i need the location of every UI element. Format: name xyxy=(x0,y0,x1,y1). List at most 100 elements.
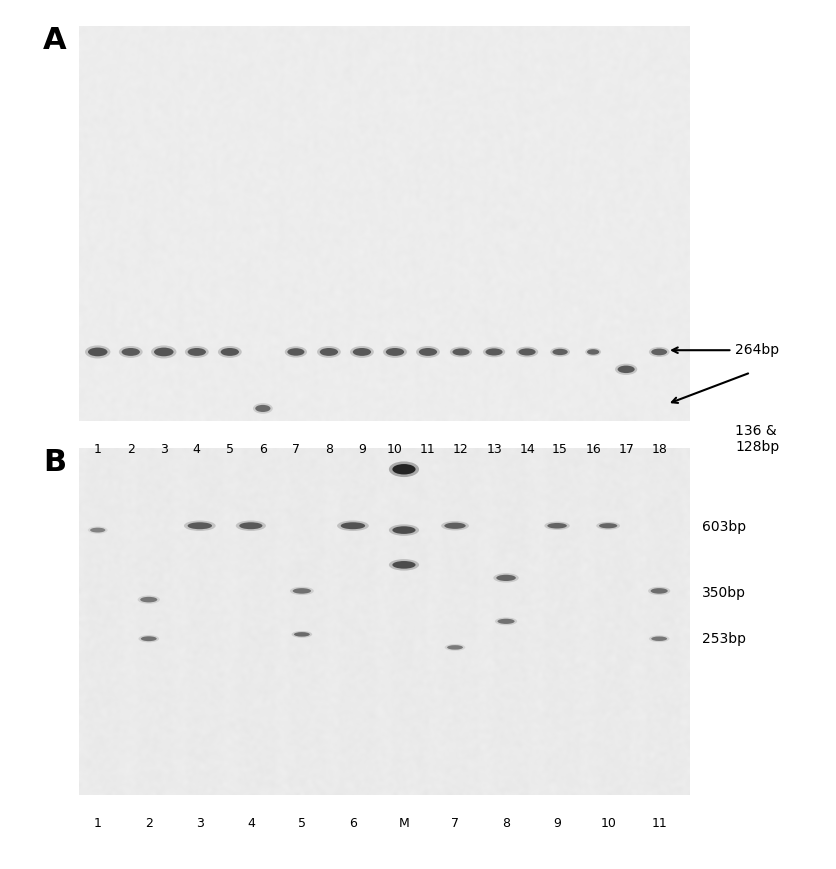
Text: 253bp: 253bp xyxy=(702,632,746,646)
Ellipse shape xyxy=(236,521,266,531)
Ellipse shape xyxy=(441,521,469,530)
Text: 3: 3 xyxy=(160,443,168,456)
Text: 264bp: 264bp xyxy=(736,343,780,357)
Ellipse shape xyxy=(90,527,105,533)
Ellipse shape xyxy=(416,346,440,358)
Ellipse shape xyxy=(493,574,519,582)
Ellipse shape xyxy=(139,635,159,642)
Text: 11: 11 xyxy=(651,817,667,830)
Ellipse shape xyxy=(389,461,419,477)
Text: 14: 14 xyxy=(519,443,535,456)
Ellipse shape xyxy=(255,405,271,412)
Text: 10: 10 xyxy=(600,817,616,830)
Ellipse shape xyxy=(452,348,470,355)
Ellipse shape xyxy=(218,346,242,358)
Ellipse shape xyxy=(553,348,568,355)
Ellipse shape xyxy=(88,527,108,534)
Text: 8: 8 xyxy=(325,443,333,456)
Ellipse shape xyxy=(483,347,505,357)
Text: 136 &
128bp: 136 & 128bp xyxy=(736,424,780,454)
Ellipse shape xyxy=(389,559,419,571)
Ellipse shape xyxy=(550,348,570,356)
Ellipse shape xyxy=(290,587,314,595)
Text: 3: 3 xyxy=(196,817,204,830)
Text: M: M xyxy=(399,817,410,830)
Text: 5: 5 xyxy=(298,817,306,830)
Ellipse shape xyxy=(445,522,466,529)
Ellipse shape xyxy=(341,522,365,529)
Text: A: A xyxy=(43,26,66,55)
Ellipse shape xyxy=(596,521,620,530)
Ellipse shape xyxy=(187,348,206,356)
Ellipse shape xyxy=(383,346,407,358)
Text: 4: 4 xyxy=(193,443,201,456)
Text: 7: 7 xyxy=(292,443,300,456)
Ellipse shape xyxy=(587,349,599,355)
Ellipse shape xyxy=(648,587,670,595)
Text: 13: 13 xyxy=(487,443,502,456)
Text: 9: 9 xyxy=(553,817,561,830)
Ellipse shape xyxy=(88,348,108,356)
Ellipse shape xyxy=(140,597,157,602)
Ellipse shape xyxy=(649,635,670,642)
Ellipse shape xyxy=(140,636,156,641)
Ellipse shape xyxy=(293,588,311,594)
Text: 7: 7 xyxy=(451,817,459,830)
Ellipse shape xyxy=(392,527,415,534)
Text: 6: 6 xyxy=(349,817,357,830)
Text: B: B xyxy=(43,448,66,476)
Ellipse shape xyxy=(497,619,515,624)
Ellipse shape xyxy=(85,345,110,359)
Ellipse shape xyxy=(548,523,567,528)
Ellipse shape xyxy=(253,403,273,414)
Ellipse shape xyxy=(615,364,637,375)
Ellipse shape xyxy=(294,632,310,637)
Ellipse shape xyxy=(389,524,419,536)
Ellipse shape xyxy=(445,644,466,651)
Ellipse shape xyxy=(184,521,216,531)
Ellipse shape xyxy=(618,366,635,373)
Text: 16: 16 xyxy=(585,443,601,456)
Ellipse shape xyxy=(317,346,341,358)
Text: 1: 1 xyxy=(94,817,102,830)
Ellipse shape xyxy=(353,348,371,356)
Text: 10: 10 xyxy=(387,443,403,456)
Ellipse shape xyxy=(495,617,517,626)
Text: 5: 5 xyxy=(226,443,234,456)
Ellipse shape xyxy=(151,345,176,359)
Text: 12: 12 xyxy=(453,443,469,456)
Text: 6: 6 xyxy=(259,443,267,456)
Ellipse shape xyxy=(585,348,601,356)
Ellipse shape xyxy=(386,348,404,356)
Ellipse shape xyxy=(319,348,338,356)
Ellipse shape xyxy=(486,348,502,355)
Ellipse shape xyxy=(337,521,369,531)
Ellipse shape xyxy=(650,588,668,594)
Ellipse shape xyxy=(392,561,415,568)
Ellipse shape xyxy=(185,346,209,358)
Ellipse shape xyxy=(239,522,263,529)
Ellipse shape xyxy=(392,464,415,474)
Text: 350bp: 350bp xyxy=(702,586,746,600)
Ellipse shape xyxy=(651,348,667,355)
Ellipse shape xyxy=(518,348,536,355)
Ellipse shape xyxy=(154,348,174,356)
Text: 603bp: 603bp xyxy=(702,521,746,534)
Text: 8: 8 xyxy=(502,817,510,830)
Ellipse shape xyxy=(497,574,516,581)
Text: 1: 1 xyxy=(94,443,102,456)
Ellipse shape xyxy=(119,346,143,358)
Ellipse shape xyxy=(288,348,304,355)
Ellipse shape xyxy=(544,521,570,530)
Text: 2: 2 xyxy=(127,443,135,456)
Ellipse shape xyxy=(187,522,212,529)
Ellipse shape xyxy=(285,347,307,357)
Ellipse shape xyxy=(599,523,617,528)
Text: 4: 4 xyxy=(247,817,255,830)
Ellipse shape xyxy=(121,348,140,356)
Ellipse shape xyxy=(649,347,670,357)
Ellipse shape xyxy=(419,348,437,356)
Ellipse shape xyxy=(350,346,374,358)
Ellipse shape xyxy=(292,631,312,638)
Text: 11: 11 xyxy=(421,443,436,456)
